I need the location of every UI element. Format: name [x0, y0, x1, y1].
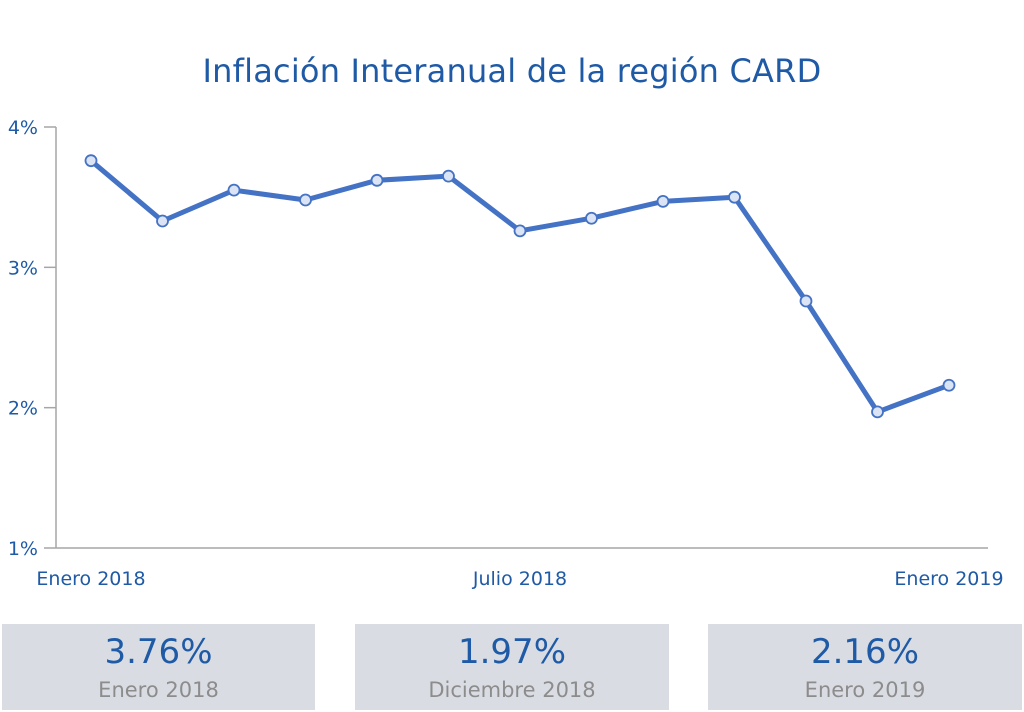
x-tick-label: Enero 2019 — [894, 568, 1003, 590]
data-point — [299, 193, 312, 207]
data-point — [942, 378, 956, 392]
x-tick-label: Enero 2018 — [36, 568, 145, 590]
data-point — [156, 214, 169, 228]
data-point — [227, 183, 241, 197]
kpi-label-3: Enero 2019 — [804, 678, 926, 702]
data-points — [84, 154, 956, 419]
kpi-value-2: 1.97% — [457, 632, 566, 672]
data-point — [84, 154, 98, 168]
y-tick-label: 2% — [8, 398, 38, 420]
kpi-value-1: 3.76% — [104, 632, 213, 672]
y-ticks: 4% 3% 2% 1% — [8, 117, 56, 560]
y-tick-label: 4% — [8, 117, 38, 139]
data-point — [513, 224, 527, 238]
data-point — [656, 194, 670, 208]
kpi-card-1: 3.76% Enero 2018 — [2, 624, 315, 710]
kpi-card-3: 2.16% Enero 2019 — [708, 624, 1022, 710]
line-chart: 4% 3% 2% 1% Enero 2018 Julio 2018 Enero 2019 — [8, 117, 1004, 590]
x-ticks: Enero 2018 Julio 2018 Enero 2019 — [36, 568, 1003, 590]
data-point — [585, 211, 598, 225]
y-tick-label: 3% — [8, 257, 38, 279]
data-point — [442, 169, 455, 183]
chart-title: Inflación Interanual de la región CARD — [202, 52, 822, 90]
y-tick-label: 1% — [8, 538, 38, 560]
data-point — [871, 405, 884, 419]
series-line — [88, 158, 952, 415]
x-tick-label: Julio 2018 — [472, 568, 567, 590]
kpi-value-3: 2.16% — [810, 632, 919, 672]
data-point — [370, 173, 384, 187]
data-point — [799, 294, 813, 308]
kpi-label-2: Diciembre 2018 — [428, 678, 596, 702]
kpi-label-1: Enero 2018 — [98, 678, 219, 702]
kpi-card-2: 1.97% Diciembre 2018 — [355, 624, 669, 710]
data-point — [728, 190, 741, 204]
